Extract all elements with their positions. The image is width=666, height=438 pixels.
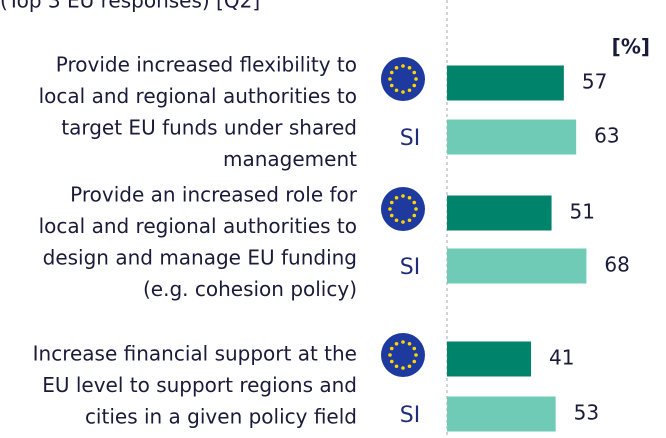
value-label: 57 [582, 70, 607, 94]
category-label: Increase financial support at the [33, 342, 357, 366]
flag-star [401, 194, 405, 198]
flag-star [388, 207, 392, 211]
flag-star [389, 70, 394, 75]
eu-flag [381, 57, 425, 101]
eu-flag [381, 333, 425, 377]
bar [447, 195, 552, 231]
flag-star [414, 353, 418, 357]
flag-star [389, 83, 394, 88]
series-label: SI [400, 126, 420, 151]
flag-star [407, 195, 412, 200]
category-label: EU level to support regions and [42, 373, 357, 397]
flag-star [412, 213, 417, 218]
bar [447, 119, 577, 155]
flag-star [407, 88, 412, 93]
flag-star [394, 218, 399, 223]
flag-star [407, 364, 412, 369]
flag-star [407, 341, 412, 346]
flag-star [401, 366, 405, 370]
flag-star [394, 88, 399, 93]
flag-star [401, 340, 405, 344]
flag-star [412, 83, 417, 88]
category-label: management [223, 147, 357, 171]
value-label: 53 [574, 401, 599, 425]
flag-star [407, 65, 412, 70]
flag-star [389, 213, 394, 218]
bar [447, 65, 564, 101]
flag-star [412, 346, 417, 351]
flag-star [394, 65, 399, 70]
chart-subtitle: (Top 3 EU responses) [Q2] [0, 0, 260, 13]
flag-disc [381, 187, 425, 231]
flag-star [407, 218, 412, 223]
value-label: 41 [549, 346, 574, 370]
flag-star [401, 220, 405, 224]
flag-star [389, 200, 394, 205]
flag-star [388, 353, 392, 357]
flag-star [412, 70, 417, 75]
flag-star [412, 359, 417, 364]
category-label: Provide an increased role for [70, 183, 358, 207]
eu-flag [381, 187, 425, 231]
value-label: 68 [604, 253, 629, 277]
flag-disc [381, 57, 425, 101]
flag-star [412, 200, 417, 205]
category-label: Provide increased flexibility to [56, 53, 357, 77]
flag-star [394, 195, 399, 200]
bar [447, 341, 532, 377]
flag-star [414, 77, 418, 81]
value-label: 63 [594, 124, 619, 148]
category-label: target EU funds under shared [61, 116, 357, 140]
flag-star [389, 346, 394, 351]
unit-label: [%] [612, 35, 650, 59]
flag-star [394, 341, 399, 346]
flag-star [414, 207, 418, 211]
flag-disc [381, 333, 425, 377]
category-label: local and regional authorities to [39, 214, 357, 238]
flag-star [401, 64, 405, 68]
bar [447, 248, 587, 284]
category-label: (e.g. cohesion policy) [143, 277, 357, 301]
flag-star [394, 364, 399, 369]
series-label: SI [400, 255, 420, 280]
category-label: local and regional authorities to [39, 84, 357, 108]
value-label: 51 [570, 200, 595, 224]
category-label: design and manage EU funding [43, 246, 357, 270]
series-label: SI [400, 403, 420, 428]
flag-star [401, 90, 405, 94]
flag-star [389, 359, 394, 364]
bar [447, 396, 556, 432]
category-label: cities in a given policy field [85, 405, 357, 429]
flag-star [388, 77, 392, 81]
